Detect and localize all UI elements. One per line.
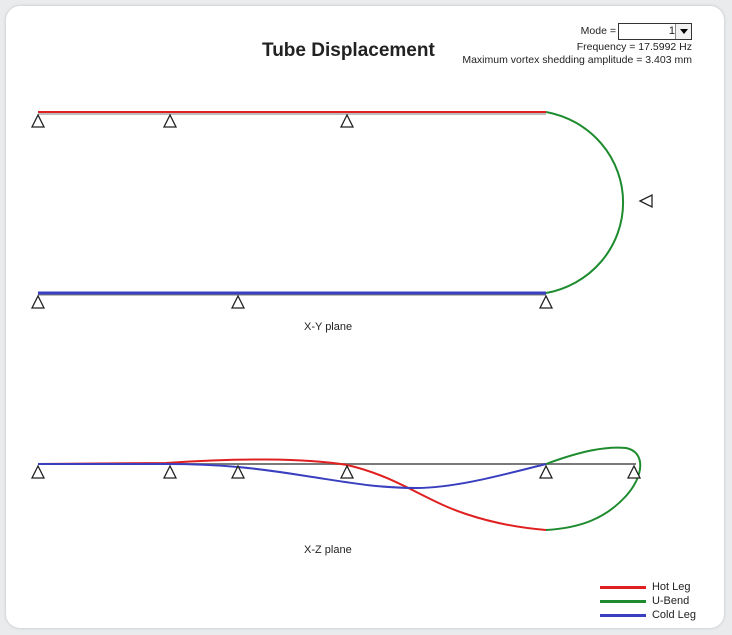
frequency-text: Frequency = 17.5992 Hz: [576, 41, 692, 53]
page-title: Tube Displacement: [262, 40, 435, 61]
support-triangle-icon: [339, 464, 355, 479]
xz-plane-label: X-Z plane: [304, 544, 352, 556]
support-triangle-icon: [230, 294, 246, 309]
support-triangle-icon: [162, 464, 178, 479]
amplitude-text: Maximum vortex shedding amplitude = 3.40…: [462, 54, 692, 66]
support-triangle-icon: [230, 464, 246, 479]
mode-label: Mode =: [580, 25, 616, 37]
xz-plane-plot: [30, 446, 642, 531]
support-triangle-icon: [626, 464, 642, 479]
xz-u-bend-curve: [545, 446, 642, 531]
xz-hot-leg-curve: [37, 458, 547, 531]
legend-label: Hot Leg: [651, 581, 691, 593]
support-triangle-icon: [538, 294, 554, 309]
chevron-down-icon[interactable]: [675, 24, 691, 39]
displacement-plot: [30, 111, 653, 531]
legend-label: U-Bend: [651, 595, 690, 607]
legend-item-hot-leg: Hot Leg: [599, 580, 696, 594]
xz-cold-leg-curve: [38, 463, 547, 490]
legend-swatch-cold-leg: [599, 613, 646, 617]
support-triangle-icon: [30, 464, 46, 479]
support-triangle-icon: [30, 294, 46, 309]
support-triangle-icon: [30, 113, 46, 128]
mode-select[interactable]: 1: [618, 23, 692, 40]
xy-plane-plot: [30, 111, 653, 309]
legend-swatch-hot-leg: [599, 585, 646, 589]
tube-displacement-panel: Tube Displacement Mode = 1 Frequency = 1…: [6, 6, 724, 628]
legend-swatch-u-bend: [599, 599, 646, 603]
support-triangle-icon: [339, 113, 355, 128]
xy-u-bend-curve: [545, 111, 625, 294]
xy-plane-label: X-Y plane: [304, 321, 353, 333]
legend: Hot Leg U-Bend Cold Leg: [599, 580, 696, 622]
support-triangle-icon: [538, 464, 554, 479]
mode-info: Mode = 1 Frequency = 17.5992 Hz Maximum …: [372, 22, 692, 67]
legend-label: Cold Leg: [651, 609, 696, 621]
legend-item-cold-leg: Cold Leg: [599, 608, 696, 622]
support-triangle-icon: [638, 193, 653, 209]
mode-select-value: 1: [668, 25, 675, 37]
support-triangle-icon: [162, 113, 178, 128]
legend-item-u-bend: U-Bend: [599, 594, 696, 608]
mode-row: Mode = 1: [372, 22, 692, 41]
